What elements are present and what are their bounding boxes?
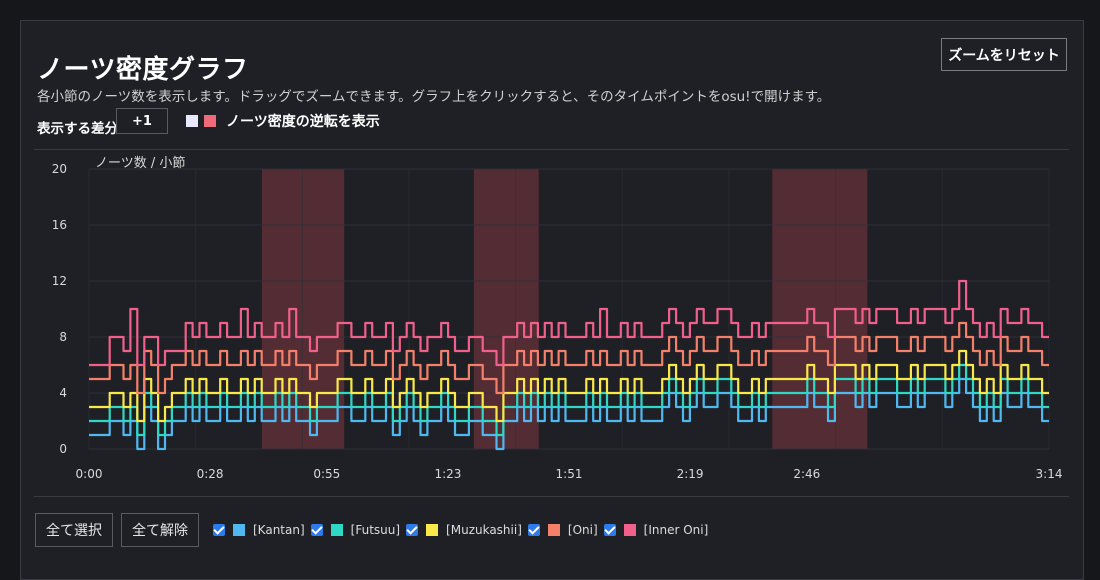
diff-controls: 表示する差分 +1 ノーツ密度の逆転を表示 xyxy=(37,107,380,137)
legend-swatch-1 xyxy=(330,524,343,536)
deselect-all-button[interactable]: 全て解除 xyxy=(121,513,199,547)
select-all-button[interactable]: 全て選択 xyxy=(35,513,113,547)
series-line-3 xyxy=(89,321,1049,395)
legend-item-3[interactable]: [Oni] xyxy=(527,523,598,537)
legend-swatch-3 xyxy=(547,524,560,536)
legend-checkbox-0[interactable] xyxy=(213,524,225,536)
inversion-label: ノーツ密度の逆転を表示 xyxy=(226,114,380,130)
page-title: ノーツ密度グラフ xyxy=(37,55,249,85)
series-line-4 xyxy=(89,279,1049,367)
legend-item-1[interactable]: [Futsuu] xyxy=(310,523,401,537)
legend-checkbox-3[interactable] xyxy=(527,524,540,536)
chart-container[interactable]: 0 4 8 12 16 20 ノーツ数 / 小節 0:00 0:28 0:55 1:23 1:51 2:… xyxy=(21,151,1085,485)
legend-swatch-2 xyxy=(426,524,439,536)
legend-label-0: [Kantan] xyxy=(253,523,305,537)
note-density-chart[interactable]: 0 4 8 12 16 20 ノーツ数 / 小節 0:00 0:28 0:55 1:23 1:51 2:… xyxy=(21,151,1085,481)
page-subtitle: 各小節のノーツ数を表示します。ドラッグでズームできます。グラフ上をクリックすると… xyxy=(37,89,831,105)
series-controls: 全て選択 全て解除 [Kantan] [Futsuu] [Muzukashii] [O… xyxy=(35,513,708,547)
legend-item-2[interactable]: [Muzukashii] xyxy=(406,523,522,537)
legend-label-2: [Muzukashii] xyxy=(446,523,522,537)
legend-swatch-4 xyxy=(623,524,636,536)
legend-item-0[interactable]: [Kantan] xyxy=(213,523,305,537)
y-tick-label-0: 0 xyxy=(59,442,67,456)
y-tick-label-5: 20 xyxy=(52,162,67,176)
series-line-2 xyxy=(89,349,1049,423)
x-tick-label-6: 2:46 xyxy=(793,467,820,481)
divider-bottom xyxy=(34,496,1069,497)
y-tick-label-1: 4 xyxy=(59,386,67,400)
inversion-swatch-light xyxy=(186,115,198,127)
legend-checkbox-4[interactable] xyxy=(603,524,616,536)
note-density-panel: ノーツ密度グラフ 各小節のノーツ数を表示します。ドラッグでズームできます。グラフ… xyxy=(20,20,1084,580)
y-tick-label-3: 12 xyxy=(52,274,67,288)
x-tick-label-0: 0:00 xyxy=(76,467,103,481)
x-tick-label-7: 3:14 xyxy=(1036,467,1063,481)
x-tick-label-5: 2:19 xyxy=(677,467,704,481)
legend-label-3: [Oni] xyxy=(567,523,598,537)
inversion-region-1 xyxy=(473,169,539,449)
legend-checkbox-1[interactable] xyxy=(310,524,323,536)
y-axis-label: ノーツ数 / 小節 xyxy=(95,156,185,171)
x-tick-label-3: 1:23 xyxy=(434,467,461,481)
y-tick-label-2: 8 xyxy=(59,330,67,344)
legend-swatch-0 xyxy=(233,524,245,536)
x-tick-label-1: 0:28 xyxy=(197,467,224,481)
legend-checkbox-2[interactable] xyxy=(406,524,419,536)
legend-item-4[interactable]: [Inner Oni] xyxy=(603,523,709,537)
inversion-swatch-red xyxy=(204,115,216,127)
divider-top xyxy=(34,149,1069,150)
x-tick-label-2: 0:55 xyxy=(313,467,340,481)
x-tick-label-4: 1:51 xyxy=(556,467,583,481)
inversion-toggle[interactable]: ノーツ密度の逆転を表示 xyxy=(186,111,380,131)
legend-label-4: [Inner Oni] xyxy=(643,523,709,537)
series-line-0 xyxy=(89,377,1049,451)
series-legend: [Kantan] [Futsuu] [Muzukashii] [Oni] [Inner … xyxy=(207,523,708,537)
series-line-1 xyxy=(89,363,1049,437)
diff-label: 表示する差分 xyxy=(37,121,118,137)
reset-zoom-button[interactable]: ズームをリセット xyxy=(941,38,1067,71)
y-tick-label-4: 16 xyxy=(52,218,67,232)
legend-label-1: [Futsuu] xyxy=(350,523,401,537)
diff-selector[interactable]: +1 xyxy=(116,108,168,134)
